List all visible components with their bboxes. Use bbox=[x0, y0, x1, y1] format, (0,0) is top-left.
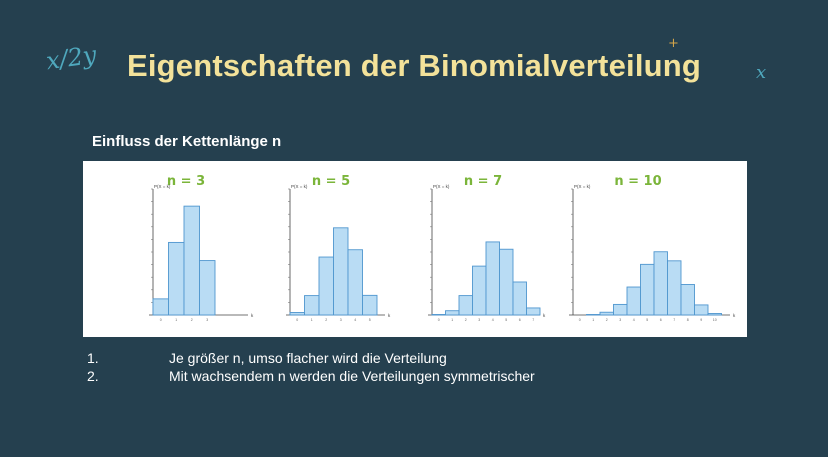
chart-title-4: n = 10 bbox=[614, 174, 661, 189]
bar-4 bbox=[626, 286, 641, 316]
plus-decoration: + bbox=[668, 36, 679, 51]
chart-title-2: n = 5 bbox=[312, 174, 350, 189]
x-tick-label: 3 bbox=[340, 318, 342, 322]
x-tick-label: 2 bbox=[191, 318, 193, 322]
x-tick-label: 7 bbox=[673, 318, 675, 322]
bar-4 bbox=[485, 241, 500, 316]
bar-3 bbox=[333, 227, 349, 316]
x-tick-label: 1 bbox=[175, 318, 177, 322]
x-tick-label: 5 bbox=[369, 318, 371, 322]
x-tick-label: 0 bbox=[296, 318, 298, 322]
bar-5 bbox=[640, 263, 655, 316]
x-tick-label: 0 bbox=[160, 318, 162, 322]
bar-6 bbox=[653, 251, 668, 316]
x-tick-label: 4 bbox=[633, 318, 635, 322]
bar-3 bbox=[613, 303, 628, 316]
x-tick-label: 2 bbox=[325, 318, 327, 322]
list-item-number: 2. bbox=[87, 368, 99, 384]
x-axis-label: k bbox=[388, 313, 391, 318]
x-tick-label: 1 bbox=[451, 318, 453, 322]
handwritten-x-decoration: x bbox=[756, 62, 767, 83]
bar-4 bbox=[347, 249, 363, 316]
bar-3 bbox=[199, 260, 216, 316]
y-axis-label: P(X = k) bbox=[574, 184, 591, 189]
x-axis-label: k bbox=[251, 313, 254, 318]
observation-list: 1. Je größer n, umso flacher wird die Ve… bbox=[87, 349, 535, 385]
y-axis-label: P(X = k) bbox=[433, 184, 450, 189]
bar-8 bbox=[680, 284, 695, 316]
bar-5 bbox=[362, 294, 378, 316]
x-tick-label: 2 bbox=[606, 318, 608, 322]
slide-title: Eigentschaften der Binomialverteilung bbox=[126, 48, 702, 83]
chart-title-1: n = 3 bbox=[167, 174, 205, 189]
bar-2 bbox=[599, 311, 614, 316]
bar-7 bbox=[667, 260, 682, 316]
x-axis-label: k bbox=[543, 313, 546, 318]
list-item-text: Je größer n, umso flacher wird die Verte… bbox=[169, 350, 447, 366]
bar-1 bbox=[168, 241, 185, 316]
chart-panel: n = 3 P(X = k) k 0 1 2 3 n = 5 P(X = k) k 0 1 2 3 4 5 n … bbox=[83, 161, 747, 337]
chart-title-3: n = 7 bbox=[464, 174, 502, 189]
x-tick-label: 4 bbox=[492, 318, 494, 322]
x-tick-label: 1 bbox=[311, 318, 313, 322]
bar-9 bbox=[694, 304, 709, 316]
bar-2 bbox=[458, 295, 473, 316]
x-axis-label: k bbox=[733, 313, 736, 318]
bar-1 bbox=[445, 310, 460, 316]
bar-1 bbox=[586, 314, 601, 316]
bar-2 bbox=[183, 205, 200, 316]
x-tick-label: 5 bbox=[505, 318, 507, 322]
bar-6 bbox=[512, 281, 527, 316]
bar-7 bbox=[526, 307, 541, 316]
x-tick-label: 9 bbox=[700, 318, 702, 322]
bar-0 bbox=[152, 298, 169, 316]
list-item: 2. Mit wachsendem n werden die Verteilun… bbox=[87, 367, 535, 385]
x-tick-label: 0 bbox=[579, 318, 581, 322]
x-tick-label: 1 bbox=[592, 318, 594, 322]
bar-3 bbox=[472, 265, 487, 316]
x-tick-label: 4 bbox=[354, 318, 356, 322]
x-tick-label: 7 bbox=[532, 318, 534, 322]
x-tick-label: 10 bbox=[713, 318, 717, 322]
x-tick-label: 2 bbox=[465, 318, 467, 322]
x-tick-label: 5 bbox=[646, 318, 648, 322]
x-tick-label: 6 bbox=[519, 318, 521, 322]
bar-2 bbox=[318, 256, 334, 316]
x-tick-label: 0 bbox=[438, 318, 440, 322]
x-tick-label: 8 bbox=[687, 318, 689, 322]
list-item-text: Mit wachsendem n werden die Verteilungen… bbox=[169, 368, 535, 384]
bar-0 bbox=[431, 314, 446, 316]
binomial-charts-svg: n = 3P(X = k)k0 1 2 3n = 5P(X = k)k0 1 2 3 4 5n … bbox=[149, 174, 736, 322]
slide-subtitle: Einfluss der Kettenlänge n bbox=[92, 133, 282, 150]
y-axis-label: P(X = k) bbox=[154, 184, 171, 189]
bar-0 bbox=[289, 312, 305, 316]
x-tick-label: 6 bbox=[660, 318, 662, 322]
x-tick-label: 3 bbox=[206, 318, 208, 322]
list-item-number: 1. bbox=[87, 350, 99, 366]
bar-10 bbox=[707, 313, 722, 316]
list-item: 1. Je größer n, umso flacher wird die Ve… bbox=[87, 349, 535, 367]
x-tick-label: 3 bbox=[478, 318, 480, 322]
bar-1 bbox=[304, 295, 320, 316]
x-tick-label: 3 bbox=[619, 318, 621, 322]
bar-5 bbox=[499, 248, 514, 316]
y-axis-label: P(X = k) bbox=[291, 184, 308, 189]
